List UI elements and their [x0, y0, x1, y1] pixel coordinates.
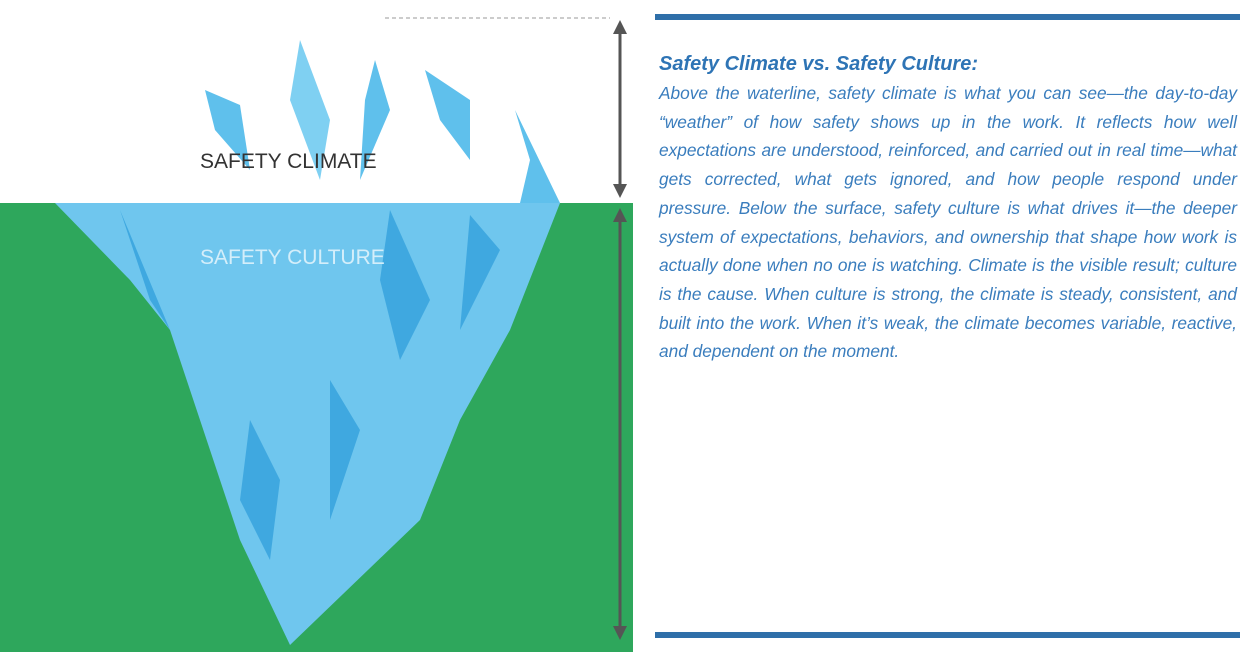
- shard: [120, 210, 170, 330]
- iceberg-illustration: SAFETY CLIMATE SAFETY CULTURE: [0, 17, 633, 652]
- shard: [515, 110, 560, 203]
- bottom-rule: [655, 632, 1240, 638]
- below-label: SAFETY CULTURE: [200, 246, 385, 269]
- height-arrows: [613, 20, 627, 640]
- shard: [380, 210, 430, 360]
- shard: [240, 420, 280, 560]
- shard: [205, 90, 250, 170]
- above-label: SAFETY CLIMATE: [200, 150, 377, 173]
- shard: [360, 60, 390, 180]
- shard: [290, 40, 330, 180]
- top-rule: [655, 14, 1240, 20]
- text-panel: Safety Climate vs. Safety Culture: Above…: [655, 0, 1240, 652]
- iceberg-body: [55, 203, 560, 645]
- shard: [330, 380, 360, 520]
- heading: Safety Climate vs. Safety Culture:: [659, 53, 978, 75]
- shard: [425, 70, 470, 160]
- shard: [460, 215, 500, 330]
- body-text: Above the waterline, safety climate is w…: [659, 83, 1237, 362]
